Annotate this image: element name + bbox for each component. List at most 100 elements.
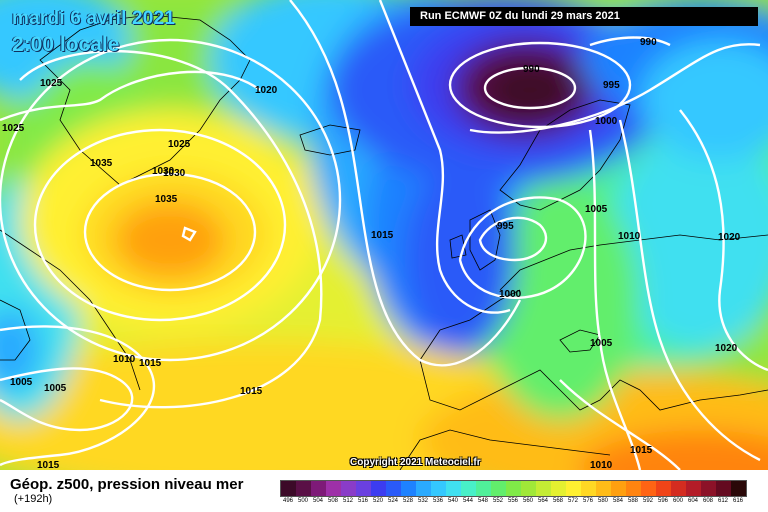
- color-scale-swatch: [476, 481, 491, 496]
- forecast-lead-time: (+192h): [14, 493, 53, 505]
- color-scale-label: 600: [672, 498, 683, 504]
- color-scale-swatch: [431, 481, 446, 496]
- coastlines: [0, 14, 768, 470]
- color-scale-label: 604: [687, 498, 698, 504]
- copyright-notice: Copyright 2021 Meteociel.fr: [350, 457, 481, 468]
- isobar-label: 1020: [255, 85, 278, 96]
- color-scale-label: 572: [567, 498, 578, 504]
- color-scale-label: 536: [432, 498, 443, 504]
- isobar-label: 1000: [595, 116, 618, 127]
- color-scale-swatch: [386, 481, 401, 496]
- color-scale-swatch: [731, 481, 746, 496]
- isobar-label: 1015: [139, 358, 162, 369]
- color-scale-label: 496: [282, 498, 293, 504]
- map-area: 990 990 995 1000 995 1000 1005 1010 1020…: [0, 0, 768, 470]
- color-scale-swatch: [341, 481, 356, 496]
- color-scale-label: 592: [642, 498, 653, 504]
- color-scale-swatch: [281, 481, 296, 496]
- color-scale-swatch: [491, 481, 506, 496]
- isobar-label: 995: [497, 221, 514, 232]
- color-scale-label: 520: [372, 498, 383, 504]
- color-scale-swatch: [416, 481, 431, 496]
- color-scale-label: 564: [537, 498, 548, 504]
- color-scale-swatch: [506, 481, 521, 496]
- geopotential-map: 990 990 995 1000 995 1000 1005 1010 1020…: [0, 0, 768, 470]
- isobar-label: 1005: [10, 377, 33, 388]
- color-scale-swatch: [311, 481, 326, 496]
- color-scale-label: 576: [582, 498, 593, 504]
- color-scale-swatch: [521, 481, 536, 496]
- color-scale-swatch: [686, 481, 701, 496]
- color-scale-swatch: [401, 481, 416, 496]
- color-scale-swatch: [566, 481, 581, 496]
- isobars: [0, 0, 768, 470]
- isobar-label: 1010: [113, 354, 136, 365]
- color-scale-label: 552: [492, 498, 503, 504]
- color-scale-label: 568: [552, 498, 563, 504]
- isobar-label: 1015: [37, 460, 60, 470]
- color-scale-label: 528: [402, 498, 413, 504]
- isobar-label: 990: [523, 64, 540, 75]
- color-scale-swatch: [671, 481, 686, 496]
- isobar-label: 1035: [155, 194, 178, 205]
- color-scale: [280, 480, 747, 497]
- color-scale-label: 532: [417, 498, 428, 504]
- color-scale-swatch: [581, 481, 596, 496]
- color-scale-label: 504: [312, 498, 323, 504]
- color-scale-label: 596: [657, 498, 668, 504]
- color-scale-swatch: [716, 481, 731, 496]
- isobar-label: 1015: [371, 230, 394, 241]
- isobar-label: 1020: [718, 232, 741, 243]
- color-scale-label: 512: [342, 498, 353, 504]
- isobar-label: 995: [603, 80, 620, 91]
- color-scale-swatch: [461, 481, 476, 496]
- isobar-label: 1035: [90, 158, 113, 169]
- color-scale-label: 516: [357, 498, 368, 504]
- color-scale-swatch: [371, 481, 386, 496]
- isobar-labels: 990 990 995 1000 995 1000 1005 1010 1020…: [2, 37, 741, 470]
- color-scale-swatch: [701, 481, 716, 496]
- color-scale-swatch: [641, 481, 656, 496]
- isobar-label: 1005: [590, 338, 613, 349]
- isobar-label: 1025: [168, 139, 191, 150]
- isobar-label: 1005: [44, 383, 67, 394]
- isobar-label: 1025: [40, 78, 63, 89]
- color-scale-label: 608: [702, 498, 713, 504]
- isobar-label: 1030: [163, 168, 186, 179]
- isobar-label: 1015: [240, 386, 263, 397]
- color-scale-label: 556: [507, 498, 518, 504]
- isobar-label: 1020: [715, 343, 738, 354]
- isobar-label: 1015: [630, 445, 653, 456]
- color-scale-label: 524: [387, 498, 398, 504]
- isobar-label: 1025: [2, 123, 25, 134]
- isobar-label: 1030: [152, 166, 175, 177]
- forecast-time: 2:00 locale: [12, 33, 120, 56]
- isobar-label: 990: [640, 37, 657, 48]
- forecast-date: mardi 6 avril 2021: [12, 8, 176, 29]
- color-scale-swatch: [626, 481, 641, 496]
- color-scale-swatch: [551, 481, 566, 496]
- legend-footer: Géop. z500, pression niveau mer (+192h) …: [0, 470, 768, 512]
- color-scale-swatch: [611, 481, 626, 496]
- color-scale-label: 548: [477, 498, 488, 504]
- isobar-label: 1000: [499, 289, 522, 300]
- color-scale-label: 588: [627, 498, 638, 504]
- color-scale-swatch: [446, 481, 461, 496]
- color-scale-swatch: [536, 481, 551, 496]
- isobar-label: 1010: [618, 231, 641, 242]
- color-scale-label: 540: [447, 498, 458, 504]
- isobar-label: 1005: [585, 204, 608, 215]
- color-scale-label: 544: [462, 498, 473, 504]
- color-scale-label: 584: [612, 498, 623, 504]
- color-scale-swatch: [356, 481, 371, 496]
- color-scale-swatch: [656, 481, 671, 496]
- color-scale-label: 580: [597, 498, 608, 504]
- color-scale-swatch: [596, 481, 611, 496]
- color-scale-label: 560: [522, 498, 533, 504]
- color-scale-label: 500: [297, 498, 308, 504]
- color-scale-swatch: [296, 481, 311, 496]
- color-scale-label: 508: [327, 498, 338, 504]
- model-run-label: Run ECMWF 0Z du lundi 29 mars 2021: [410, 7, 758, 26]
- color-scale-label: 612: [717, 498, 728, 504]
